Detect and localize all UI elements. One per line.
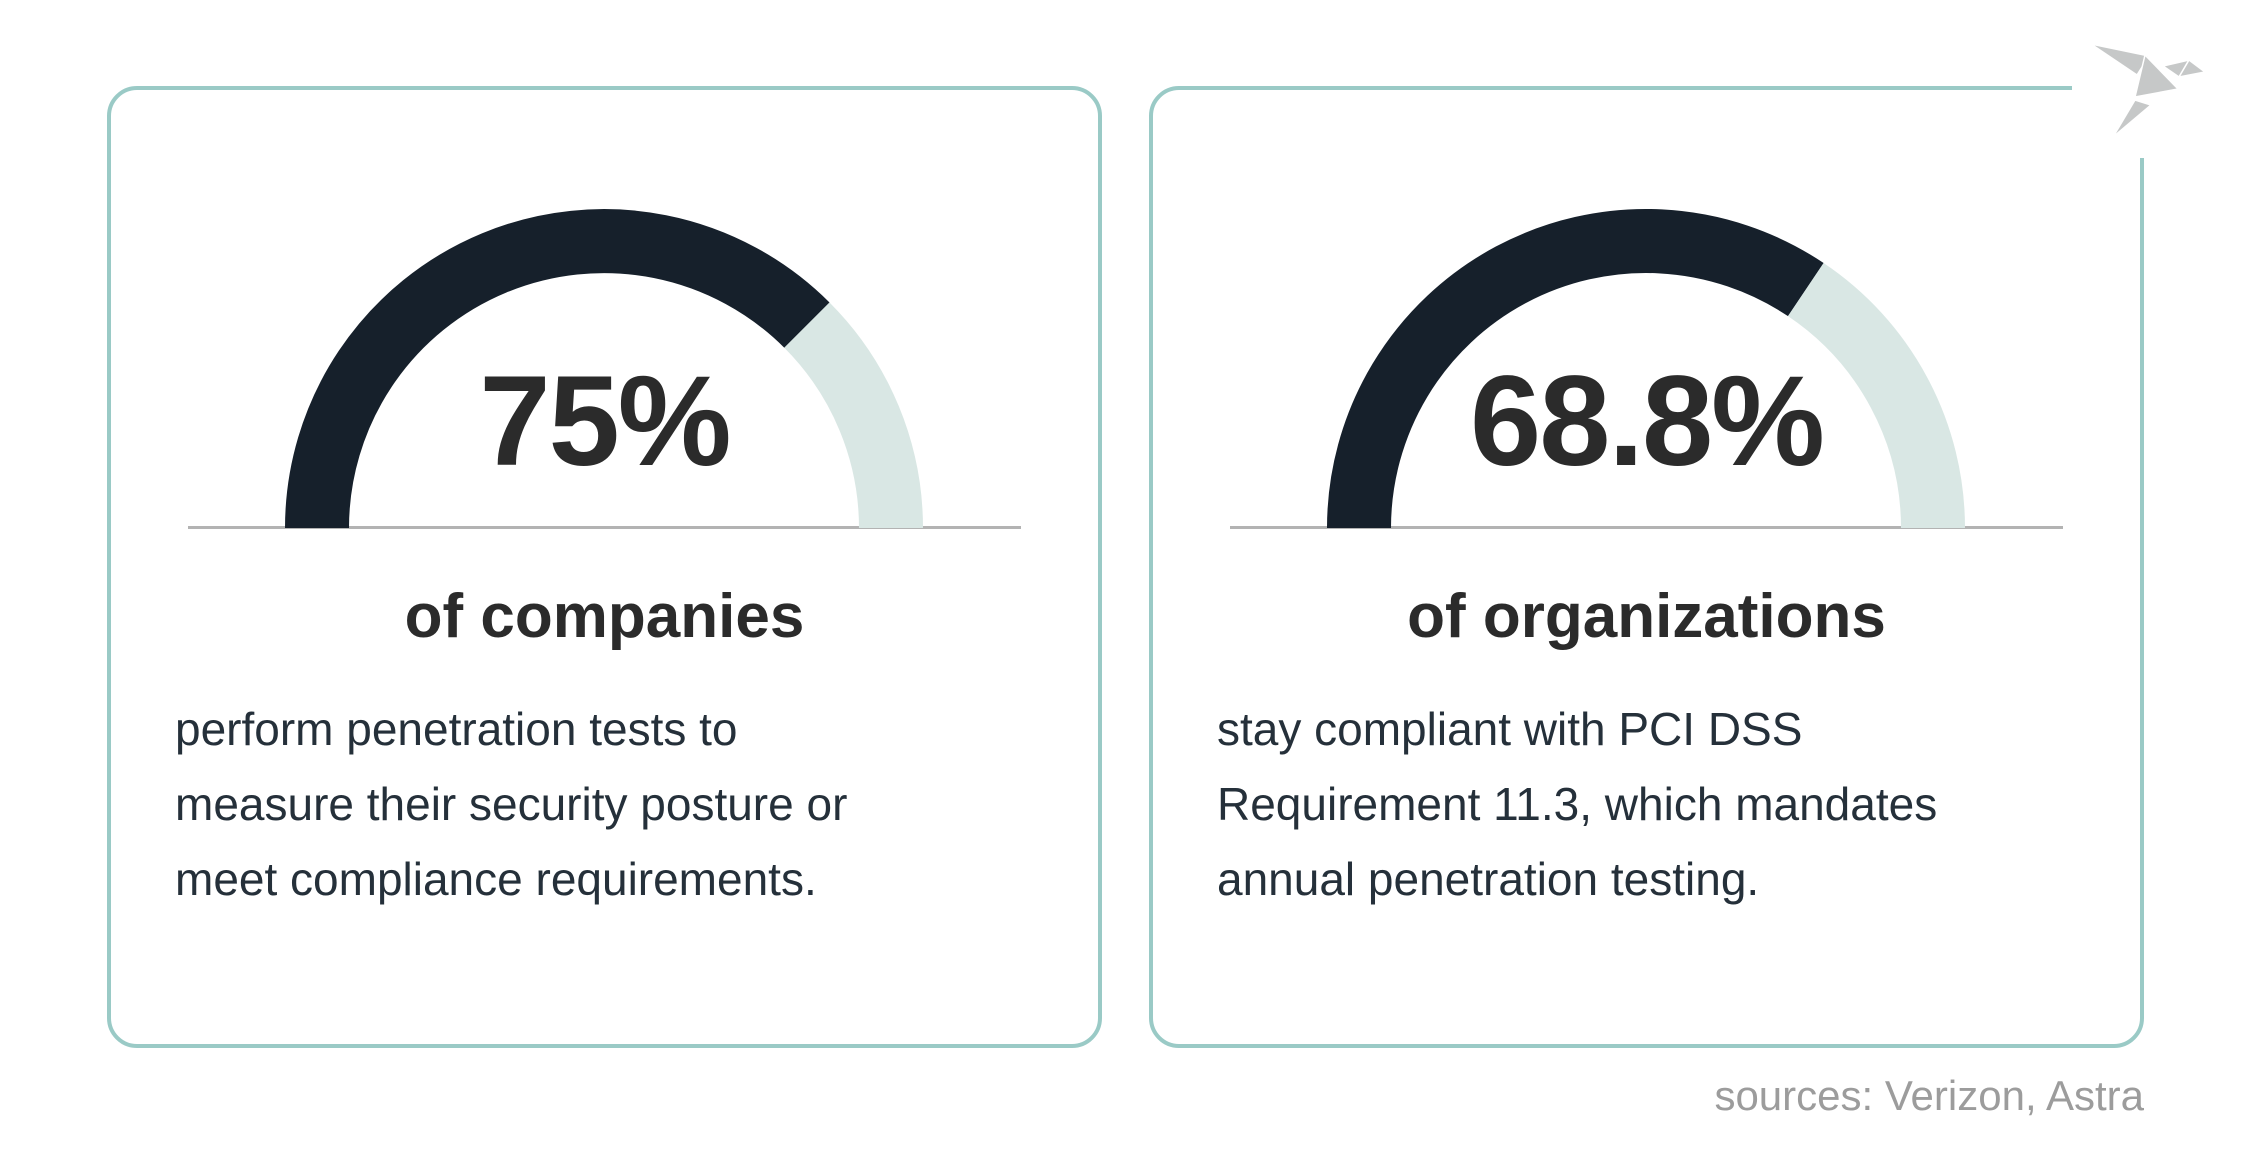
gauge-chart (1327, 209, 1965, 529)
stat-card-content: 75% of companies perform penetration tes… (111, 90, 1098, 1044)
card-description: perform penetration tests to measure the… (175, 692, 1055, 917)
description-line: meet compliance requirements. (175, 853, 817, 905)
stat-card-content: 68.8% of organizations stay compliant wi… (1153, 90, 2140, 1044)
gauge-baseline (1230, 526, 2063, 529)
stat-card-companies: 75% of companies perform penetration tes… (107, 86, 1102, 1048)
percent-value: 68.8% (1470, 350, 1825, 493)
description-line: perform penetration tests to (175, 703, 738, 755)
gauge-baseline (188, 526, 1021, 529)
sources-attribution: sources: Verizon, Astra (1714, 1072, 2144, 1119)
bird-body-facet (2134, 54, 2179, 98)
card-heading: of companies (404, 582, 805, 651)
description-line: Requirement 11.3, which mandates (1217, 778, 1938, 830)
percent-value: 75% (479, 350, 731, 493)
card-description: stay compliant with PCI DSS Requirement … (1217, 692, 2097, 917)
bird-wing-facet (2090, 43, 2150, 76)
description-line: annual penetration testing. (1217, 853, 1760, 905)
description-line: stay compliant with PCI DSS (1217, 703, 1803, 755)
gauge-arc-filled (1327, 209, 1824, 529)
card-heading: of organizations (1407, 582, 1886, 651)
logo-background (2072, 0, 2250, 158)
origami-bird-icon (2090, 43, 2206, 138)
gauge-arc-remainder (1787, 263, 1965, 529)
gauge-arc-filled (285, 209, 830, 529)
stat-card-organizations: 68.8% of organizations stay compliant wi… (1149, 86, 2144, 1048)
gauge-chart (285, 209, 923, 529)
bird-tail-facet (2112, 99, 2152, 138)
description-line: measure their security posture or (175, 778, 848, 830)
bird-beak-facet (2178, 59, 2206, 78)
gauge-arc-remainder (783, 302, 923, 529)
